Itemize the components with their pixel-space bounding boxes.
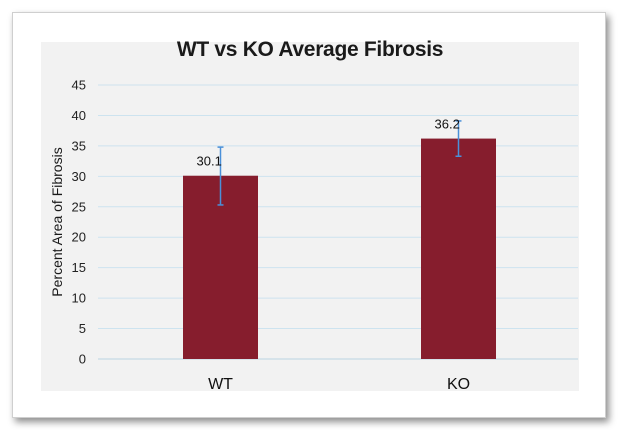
- y-tick-label: 45: [72, 78, 86, 93]
- y-tick-label: 10: [72, 291, 86, 306]
- bars: [183, 138, 496, 359]
- data-label-ko: 36.2: [435, 117, 460, 132]
- y-tick-label: 30: [72, 169, 86, 184]
- data-labels: 30.1 36.2: [197, 117, 460, 169]
- y-tick-label: 35: [72, 138, 86, 153]
- x-category-ko: KO: [447, 376, 470, 393]
- x-axis-categories: WT KO: [208, 376, 470, 393]
- y-tick-label: 25: [72, 199, 86, 214]
- error-bars: [217, 120, 462, 206]
- gridlines: [98, 84, 578, 360]
- y-tick-label: 5: [79, 321, 86, 336]
- y-tick-label: 40: [72, 108, 86, 123]
- y-tick-label: 20: [72, 230, 86, 245]
- chart-title: WT vs KO Average Fibrosis: [176, 38, 444, 61]
- y-tick-label: 15: [72, 260, 86, 275]
- bar-ko: [421, 138, 496, 359]
- bar-wt: [183, 175, 258, 359]
- y-axis-ticks: 0 5 10 15 20 25 30 35 40 45: [72, 78, 86, 367]
- x-category-wt: WT: [208, 376, 233, 393]
- y-tick-label: 0: [79, 352, 86, 367]
- data-label-wt: 30.1: [197, 154, 222, 169]
